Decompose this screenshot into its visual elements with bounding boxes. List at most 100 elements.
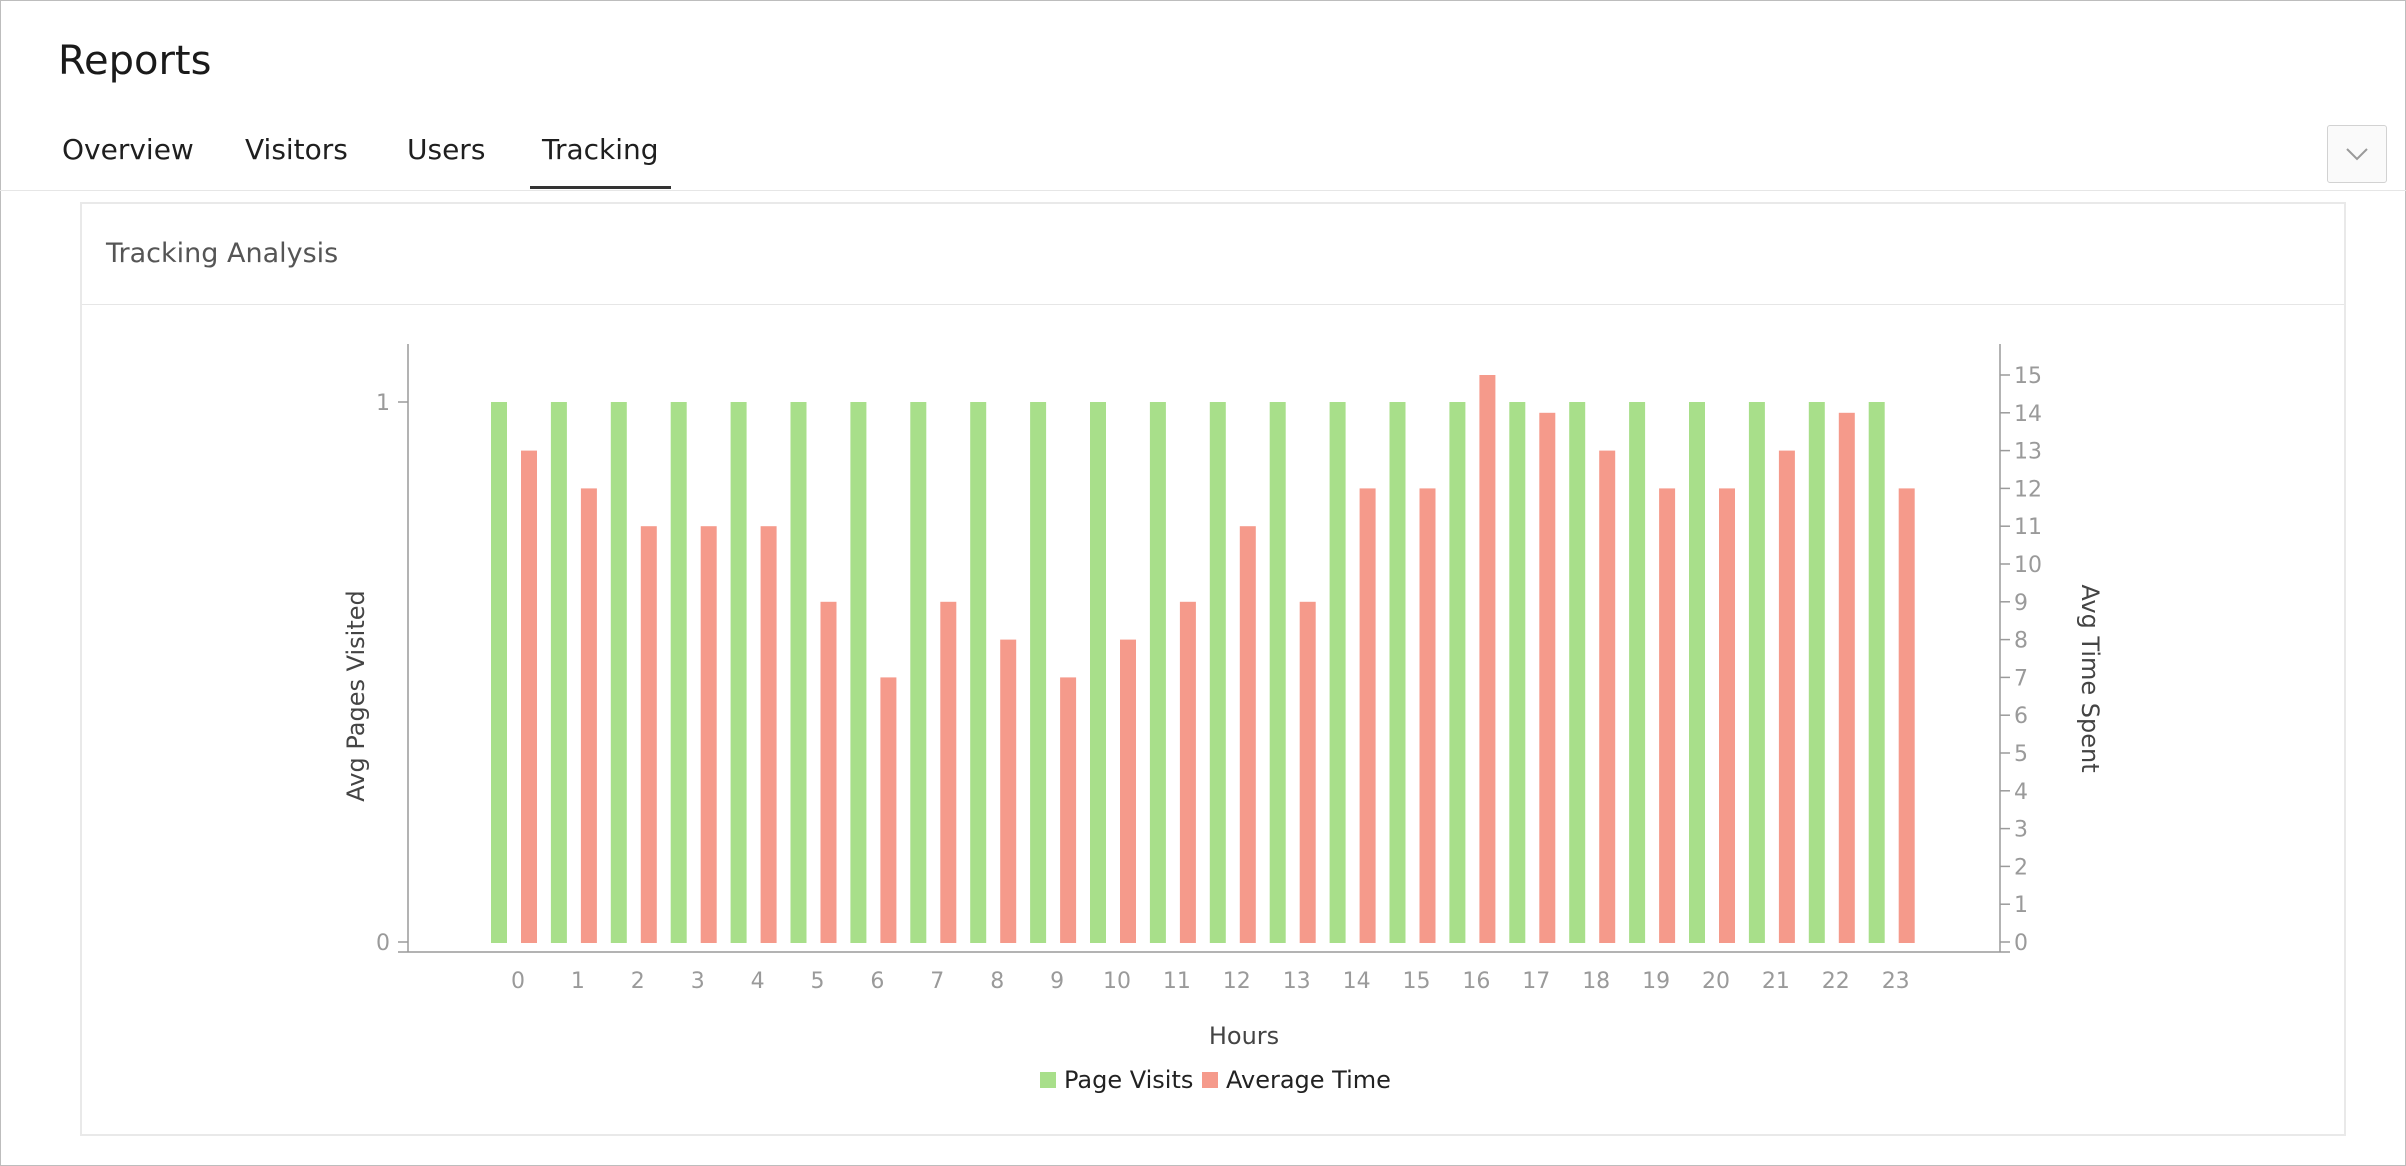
bar-average-time bbox=[1719, 488, 1735, 943]
right-axis-tick-label: 10 bbox=[2014, 553, 2042, 578]
right-axis-tick-label: 13 bbox=[2014, 440, 2042, 465]
x-axis-tick-label: 7 bbox=[930, 969, 944, 994]
x-axis-tick-label: 18 bbox=[1582, 969, 1610, 994]
tab-overview[interactable]: Overview bbox=[62, 133, 194, 166]
bar-average-time bbox=[1239, 526, 1256, 943]
x-axis-tick-label: 3 bbox=[691, 969, 705, 994]
bar-page-visits bbox=[550, 402, 567, 943]
tab-users[interactable]: Users bbox=[407, 133, 486, 166]
bar-average-time bbox=[640, 526, 657, 943]
x-axis-tick-label: 4 bbox=[751, 969, 765, 994]
panel-title: Tracking Analysis bbox=[106, 238, 339, 269]
right-axis-tick-label: 7 bbox=[2014, 666, 2028, 691]
bar-average-time bbox=[1659, 488, 1676, 943]
bar-page-visits bbox=[730, 402, 747, 943]
bar-page-visits bbox=[910, 402, 927, 943]
bar-page-visits bbox=[790, 402, 807, 943]
panel-header: Tracking Analysis bbox=[82, 204, 2344, 305]
tab-divider bbox=[0, 190, 2406, 191]
left-axis-tick-label: 1 bbox=[376, 391, 390, 416]
bar-page-visits bbox=[1030, 402, 1047, 943]
x-axis-tick-label: 5 bbox=[811, 969, 825, 994]
bar-average-time bbox=[1120, 639, 1136, 943]
right-axis-tick-label: 5 bbox=[2014, 742, 2028, 767]
bar-average-time bbox=[1479, 375, 1496, 943]
bar-average-time bbox=[580, 488, 597, 943]
bar-page-visits bbox=[610, 402, 627, 943]
right-axis-tick-label: 3 bbox=[2014, 818, 2028, 843]
bar-page-visits bbox=[1269, 402, 1286, 943]
bar-page-visits bbox=[1090, 402, 1106, 943]
x-axis-tick-label: 13 bbox=[1283, 969, 1311, 994]
bar-page-visits bbox=[970, 402, 987, 943]
bar-page-visits bbox=[1509, 402, 1526, 943]
right-axis-tick-label: 12 bbox=[2014, 477, 2042, 502]
options-dropdown-button[interactable] bbox=[2327, 125, 2387, 183]
x-axis-tick-label: 22 bbox=[1822, 969, 1850, 994]
x-axis-tick-label: 14 bbox=[1343, 969, 1371, 994]
right-axis-tick-label: 15 bbox=[2014, 364, 2042, 389]
legend-swatch-average-time bbox=[1202, 1072, 1218, 1088]
bar-page-visits bbox=[1569, 402, 1586, 943]
bar-page-visits bbox=[850, 402, 867, 943]
bar-page-visits bbox=[1748, 402, 1765, 943]
bar-average-time bbox=[760, 526, 777, 943]
x-axis-tick-label: 2 bbox=[631, 969, 645, 994]
right-axis-tick-label: 0 bbox=[2014, 931, 2028, 956]
x-axis-title: Hours bbox=[1209, 1022, 1279, 1050]
x-axis-tick-label: 20 bbox=[1702, 969, 1730, 994]
bar-average-time bbox=[1419, 488, 1436, 943]
x-axis-tick-label: 10 bbox=[1103, 969, 1131, 994]
bar-average-time bbox=[1000, 639, 1017, 943]
bar-average-time bbox=[521, 450, 537, 943]
bar-page-visits bbox=[1689, 402, 1705, 943]
bar-average-time bbox=[880, 677, 897, 943]
bar-average-time bbox=[1539, 412, 1556, 943]
x-axis-tick-label: 19 bbox=[1642, 969, 1670, 994]
x-axis-tick-label: 21 bbox=[1762, 969, 1790, 994]
bar-page-visits bbox=[1808, 402, 1825, 943]
x-axis-tick-label: 17 bbox=[1522, 969, 1550, 994]
x-axis-tick-label: 11 bbox=[1163, 969, 1191, 994]
x-axis-tick-label: 23 bbox=[1882, 969, 1910, 994]
bar-page-visits bbox=[1389, 402, 1406, 943]
legend-label-page-visits: Page Visits bbox=[1064, 1066, 1193, 1094]
right-axis-tick-label: 1 bbox=[2014, 893, 2028, 918]
x-axis-tick-label: 16 bbox=[1462, 969, 1490, 994]
page-title: Reports bbox=[58, 38, 212, 84]
bar-page-visits bbox=[1209, 402, 1226, 943]
left-axis-tick-label: 0 bbox=[376, 931, 390, 956]
left-axis-title: Avg Pages Visited bbox=[342, 590, 370, 801]
x-axis-tick-label: 6 bbox=[870, 969, 884, 994]
right-axis-tick-label: 11 bbox=[2014, 515, 2042, 540]
bar-average-time bbox=[820, 601, 837, 943]
bar-page-visits bbox=[1868, 402, 1885, 943]
bar-page-visits bbox=[1149, 402, 1166, 943]
bar-average-time bbox=[1838, 412, 1855, 943]
bar-average-time bbox=[940, 601, 957, 943]
bar-page-visits bbox=[491, 402, 507, 943]
x-axis-tick-label: 15 bbox=[1403, 969, 1431, 994]
right-axis-tick-label: 14 bbox=[2014, 402, 2042, 427]
bar-page-visits bbox=[1329, 402, 1346, 943]
right-axis-tick-label: 9 bbox=[2014, 591, 2028, 616]
x-axis-tick-label: 8 bbox=[990, 969, 1004, 994]
bar-average-time bbox=[1599, 450, 1616, 943]
bar-average-time bbox=[1898, 488, 1915, 943]
right-axis-title: Avg Time Spent bbox=[2076, 584, 2104, 772]
right-axis-tick-label: 4 bbox=[2014, 780, 2028, 805]
legend-label-average-time: Average Time bbox=[1226, 1066, 1391, 1094]
chevron-down-icon bbox=[2346, 148, 2368, 161]
bar-average-time bbox=[1179, 601, 1196, 943]
bar-page-visits bbox=[1629, 402, 1646, 943]
bar-page-visits bbox=[670, 402, 687, 943]
tab-visitors[interactable]: Visitors bbox=[245, 133, 348, 166]
x-axis-tick-label: 1 bbox=[571, 969, 585, 994]
legend-swatch-page-visits bbox=[1040, 1072, 1056, 1088]
x-axis-tick-label: 9 bbox=[1050, 969, 1064, 994]
tab-tracking[interactable]: Tracking bbox=[530, 130, 671, 189]
bar-average-time bbox=[1359, 488, 1376, 943]
bar-page-visits bbox=[1449, 402, 1466, 943]
bar-average-time bbox=[1778, 450, 1795, 943]
